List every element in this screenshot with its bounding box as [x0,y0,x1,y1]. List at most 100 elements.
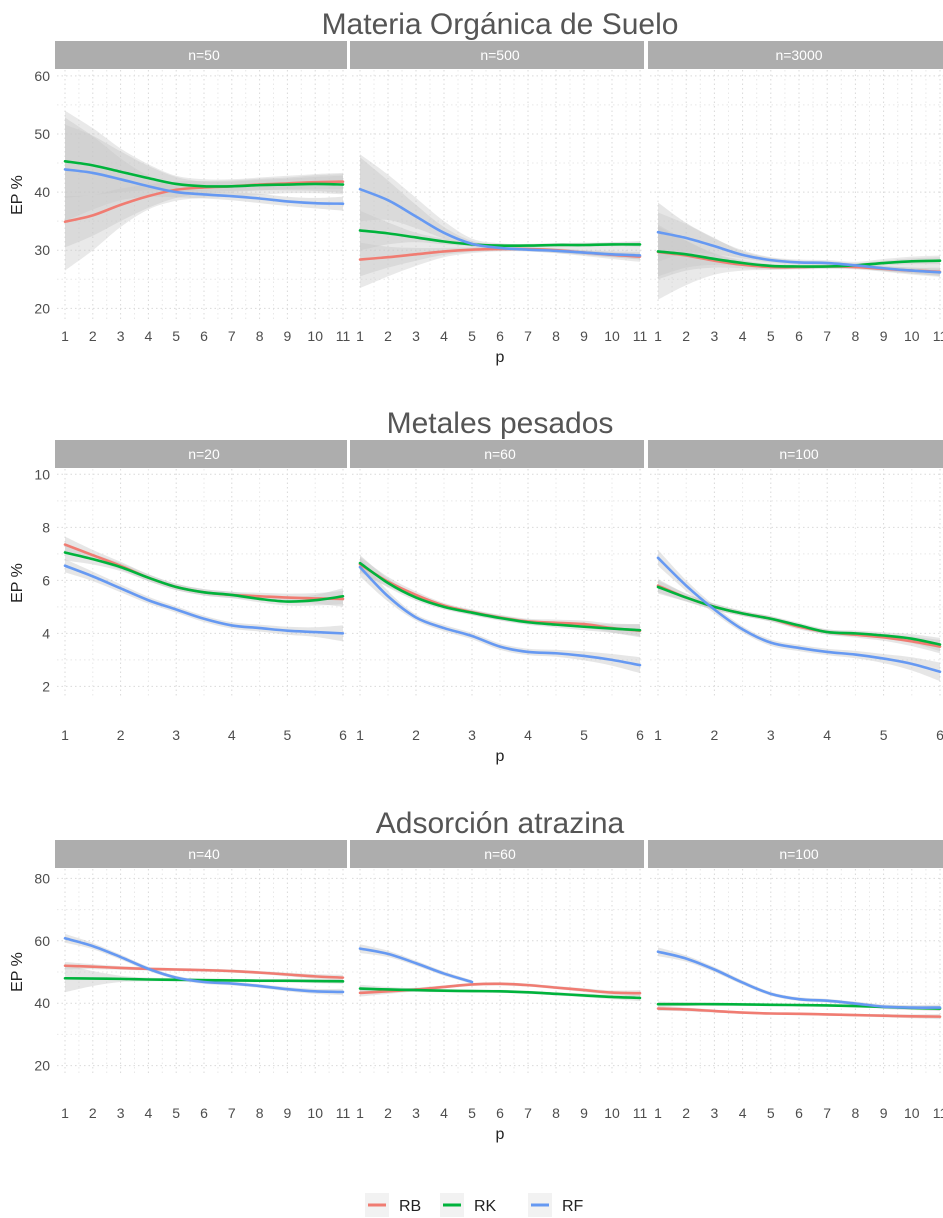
facet-strip [55,41,347,69]
series-line-rf [358,947,474,984]
x-tick-label: 6 [200,1105,208,1121]
x-tick-label: 5 [284,727,292,743]
x-tick-label: 2 [682,1105,690,1121]
x-tick-label: 8 [552,1105,560,1121]
y-tick-label: 60 [34,68,50,84]
x-tick-label: 4 [739,328,747,344]
x-tick-label: 9 [284,1105,292,1121]
x-tick-label: 8 [256,328,264,344]
x-tick-label: 1 [356,1105,364,1121]
x-tick-label: 2 [711,727,719,743]
y-axis-label: EP % [9,952,26,992]
x-tick-label: 1 [61,328,69,344]
confidence-band-rf [360,557,640,674]
facet-label: n=100 [779,446,819,462]
legend-label: RB [399,1198,421,1215]
y-tick-label: 10 [34,466,50,482]
y-tick-label: 40 [34,995,50,1011]
facet-strip [648,41,943,69]
legend: RB RK RF [365,1193,584,1217]
y-axis-label: EP % [9,563,26,603]
x-tick-label: 10 [307,328,323,344]
confidence-band-rb [658,224,940,280]
x-tick-label: 3 [117,328,125,344]
x-tick-label: 1 [654,328,662,344]
x-tick-label: 4 [739,1105,747,1121]
confidence-band-rf [360,157,640,259]
y-tick-label: 4 [42,625,50,641]
x-tick-label: 2 [412,727,420,743]
gridlines [650,70,943,320]
x-tick-label: 10 [904,328,920,344]
y-tick-label: 50 [34,126,50,142]
x-tick-label: 11 [336,1105,351,1121]
series-line-rk [358,229,642,247]
series-line-rb [63,964,345,979]
gridlines [352,869,644,1075]
facet-panel-1: n=20 1 2 3 4 5 6 [55,440,347,743]
series-line-rk [358,561,642,632]
x-tick-label: 1 [61,1105,69,1121]
facet-panel-3: n=3000 1 2 3 4 5 6 7 8 9 10 11 [648,41,943,344]
facet-strip [350,41,644,69]
x-tick-label: 4 [228,727,236,743]
x-tick-label: 6 [496,1105,504,1121]
facet-label: n=50 [188,47,220,63]
facet-strip [648,440,943,468]
facet-panel-1: n=50 1 2 3 4 5 6 7 8 9 10 11 [55,41,350,344]
x-tick-label: 2 [682,328,690,344]
x-tick-label: 2 [384,328,392,344]
facet-strip [55,840,347,868]
x-tick-label: 1 [61,727,69,743]
series-line-rf [656,950,942,1009]
confidence-band-outer [360,154,640,289]
facet-label: n=20 [188,446,220,462]
confidence-band-rb [658,579,940,654]
facet-strip [350,440,644,468]
facet-panel-2: n=500 1 2 3 4 5 6 7 8 9 10 11 [350,41,647,344]
x-tick-label: 7 [823,1105,831,1121]
x-tick-label: 11 [336,328,351,344]
series-line-rf [63,168,345,206]
x-tick-label: 1 [654,1105,662,1121]
x-tick-label: 4 [440,1105,448,1121]
x-tick-label: 6 [936,727,943,743]
x-tick-label: 6 [795,1105,803,1121]
y-tick-label: 20 [34,300,50,316]
gridlines [650,869,943,1075]
gridlines [57,469,347,697]
facet-panel-1: n=40 1 2 3 4 5 6 7 8 9 10 11 [55,840,350,1121]
series-line-rf [656,230,942,274]
x-tick-label: 11 [933,328,943,344]
x-tick-label: 10 [904,1105,920,1121]
x-tick-label: 10 [307,1105,323,1121]
confidence-band-rf [65,117,343,222]
confidence-band-outer [65,110,343,271]
confidence-band-rb [65,174,343,248]
x-tick-label: 5 [767,1105,775,1121]
x-tick-label: 8 [852,1105,860,1121]
x-tick-label: 11 [633,1105,648,1121]
x-tick-label: 8 [852,328,860,344]
x-tick-label: 6 [636,727,644,743]
x-tick-label: 4 [145,328,153,344]
x-tick-label: 6 [496,328,504,344]
x-tick-label: 10 [604,1105,620,1121]
x-tick-label: 1 [356,328,364,344]
x-tick-label: 7 [823,328,831,344]
series-line-rf [358,187,642,257]
series-line-rf [63,936,345,994]
x-tick-label: 1 [654,727,662,743]
x-tick-label: 3 [468,727,476,743]
x-tick-label: 11 [933,1105,943,1121]
x-tick-label: 2 [117,727,125,743]
y-tick-label: 6 [42,572,50,588]
y-tick-label: 60 [34,933,50,949]
confidence-band-outer [658,212,940,300]
facet-label: n=40 [188,846,220,862]
series-line-rf [656,556,942,674]
x-tick-label: 5 [172,328,180,344]
gridlines [352,469,644,697]
x-tick-label: 3 [711,328,719,344]
